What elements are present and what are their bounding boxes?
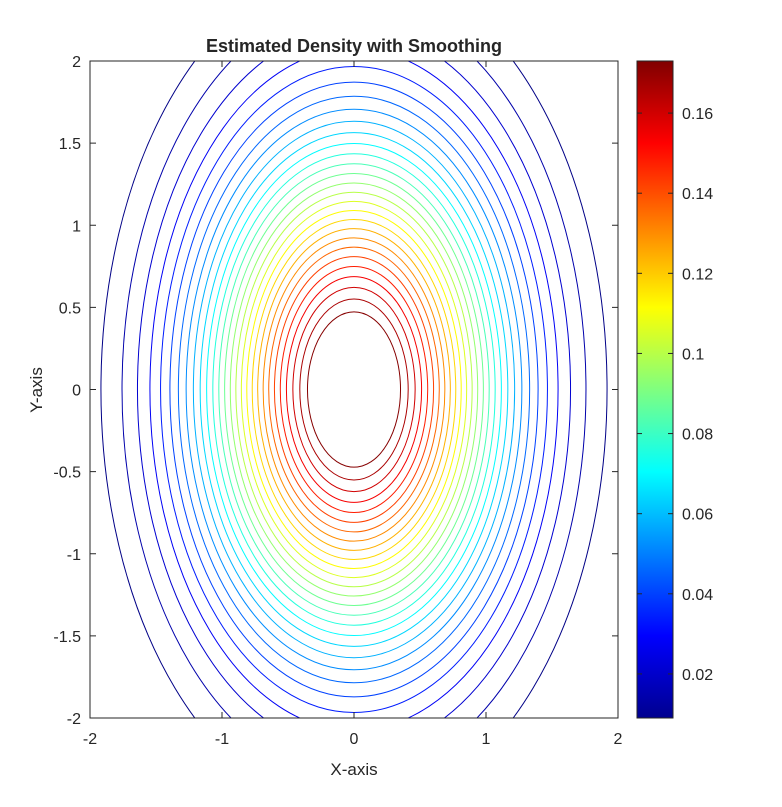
contour-line	[279, 265, 429, 514]
contour-line	[299, 298, 409, 481]
y-tick-label: 1.5	[59, 136, 81, 153]
contour-line	[240, 200, 468, 579]
contour-line	[137, 61, 571, 718]
x-tick-label: -1	[215, 731, 229, 748]
colorbar-tick-label: 0.02	[682, 667, 713, 684]
contour-line	[169, 81, 539, 698]
colorbar-tick-label: 0.04	[682, 587, 713, 604]
colorbar-tick-label: 0.14	[682, 186, 713, 203]
contour-line	[100, 61, 608, 718]
contour-line	[218, 163, 490, 616]
colorbar-tick-label: 0.06	[682, 507, 713, 524]
contour-line	[229, 182, 479, 597]
contour-line	[285, 276, 423, 503]
y-axis-ticks: -2 -1.5 -1 -0.5 0 0.5 1 1.5 2	[53, 54, 618, 728]
x-tick-label: 0	[350, 731, 359, 748]
contour-line	[306, 311, 402, 468]
y-tick-label: -0.5	[53, 465, 81, 482]
contour-line	[177, 95, 531, 684]
contour-line	[257, 228, 451, 551]
x-tick-label: 1	[482, 731, 491, 748]
y-tick-label: 0	[72, 383, 81, 400]
x-tick-label: -2	[83, 731, 97, 748]
contour-line	[199, 132, 509, 647]
contour-line	[262, 237, 446, 542]
contour-line	[192, 120, 516, 659]
x-tick-label: 2	[614, 731, 623, 748]
contour-line	[206, 142, 502, 637]
contour-line	[273, 256, 435, 523]
y-tick-label: 2	[72, 54, 81, 71]
colorbar-tick-label: 0.16	[682, 106, 713, 123]
x-axis-ticks: -2 -1 0 1 2	[83, 61, 623, 748]
colorbar-tick-label: 0.1	[682, 346, 704, 363]
contour-line	[212, 153, 496, 626]
y-tick-label: -1.5	[53, 629, 81, 646]
y-tick-label: -2	[67, 711, 81, 728]
contour-line	[185, 108, 523, 671]
colorbar-tick-label: 0.08	[682, 427, 713, 444]
contour-line	[292, 286, 416, 493]
contour-line	[121, 61, 587, 718]
contour-lines	[100, 61, 608, 718]
y-tick-label: -1	[67, 547, 81, 564]
y-tick-label: 1	[72, 218, 81, 235]
contour-line	[251, 219, 457, 560]
chart-title: Estimated Density with Smoothing	[206, 36, 502, 56]
colorbar	[636, 60, 674, 719]
contour-line	[246, 210, 462, 569]
contour-line	[235, 191, 473, 588]
colorbar-ticks: 0.02 0.04 0.06 0.08 0.1 0.12 0.14 0.16	[637, 106, 713, 684]
y-tick-label: 0.5	[59, 300, 81, 317]
contour-line	[149, 61, 559, 718]
y-axis-label: Y-axis	[27, 367, 46, 413]
contour-line	[224, 172, 484, 607]
plot-area	[90, 61, 618, 718]
contour-line	[268, 246, 440, 533]
x-axis-label: X-axis	[330, 760, 377, 779]
colorbar-tick-label: 0.12	[682, 266, 713, 283]
